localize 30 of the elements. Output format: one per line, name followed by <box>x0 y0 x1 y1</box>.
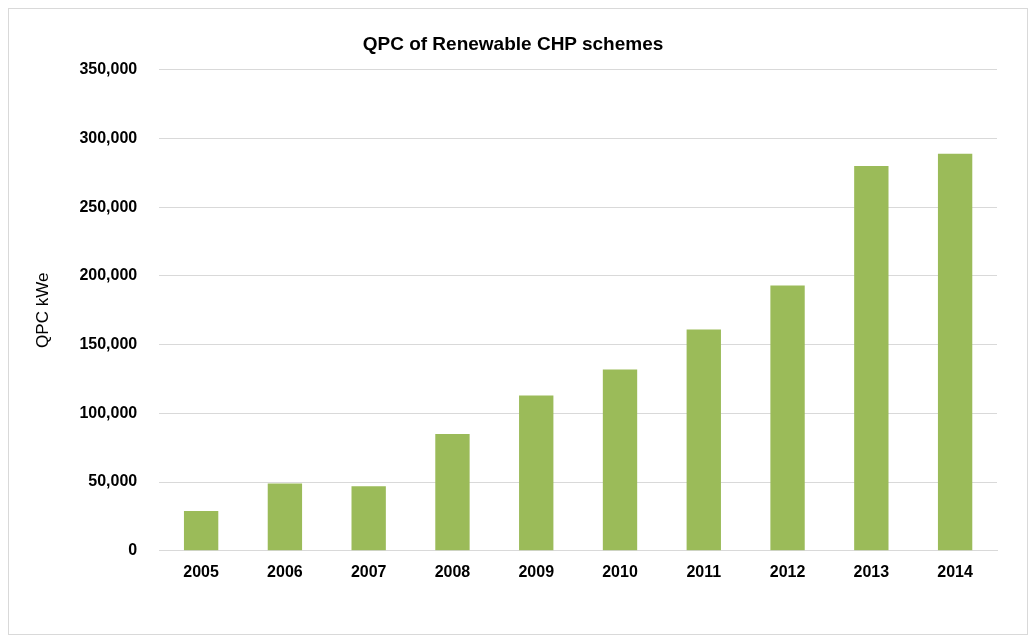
y-tick-label: 100,000 <box>79 403 138 421</box>
x-tick-label: 2008 <box>434 562 471 580</box>
bar <box>435 433 470 551</box>
x-tick-label: 2012 <box>769 562 806 580</box>
x-tick-label: 2005 <box>183 562 220 580</box>
y-tick-label: 350,000 <box>79 60 138 78</box>
bar <box>937 153 973 551</box>
y-tick-label: 250,000 <box>79 197 138 215</box>
x-tick-label: 2007 <box>350 562 387 580</box>
x-tick-label: 2013 <box>853 562 890 580</box>
x-tick-label: 2014 <box>937 562 974 580</box>
x-tick-label: 2009 <box>518 562 555 580</box>
y-tick-label: 150,000 <box>79 335 138 353</box>
x-tick-label: 2011 <box>686 562 722 580</box>
y-axis-title: QPC kWe <box>32 272 52 348</box>
bar <box>351 486 386 551</box>
bar <box>686 329 721 551</box>
y-tick-label: 50,000 <box>88 472 138 490</box>
bar <box>770 285 805 551</box>
x-tick-label: 2010 <box>602 562 638 580</box>
y-tick-label: 200,000 <box>79 266 138 284</box>
x-tick-label: 2006 <box>267 562 303 580</box>
bar <box>183 510 219 551</box>
bar <box>267 483 303 551</box>
bar <box>519 395 554 551</box>
y-tick-label: 300,000 <box>79 128 138 146</box>
bar <box>602 369 638 551</box>
chart-title: QPC of Renewable CHP schemes <box>362 32 664 54</box>
bar <box>854 166 889 551</box>
y-tick-label: 0 <box>128 541 138 559</box>
